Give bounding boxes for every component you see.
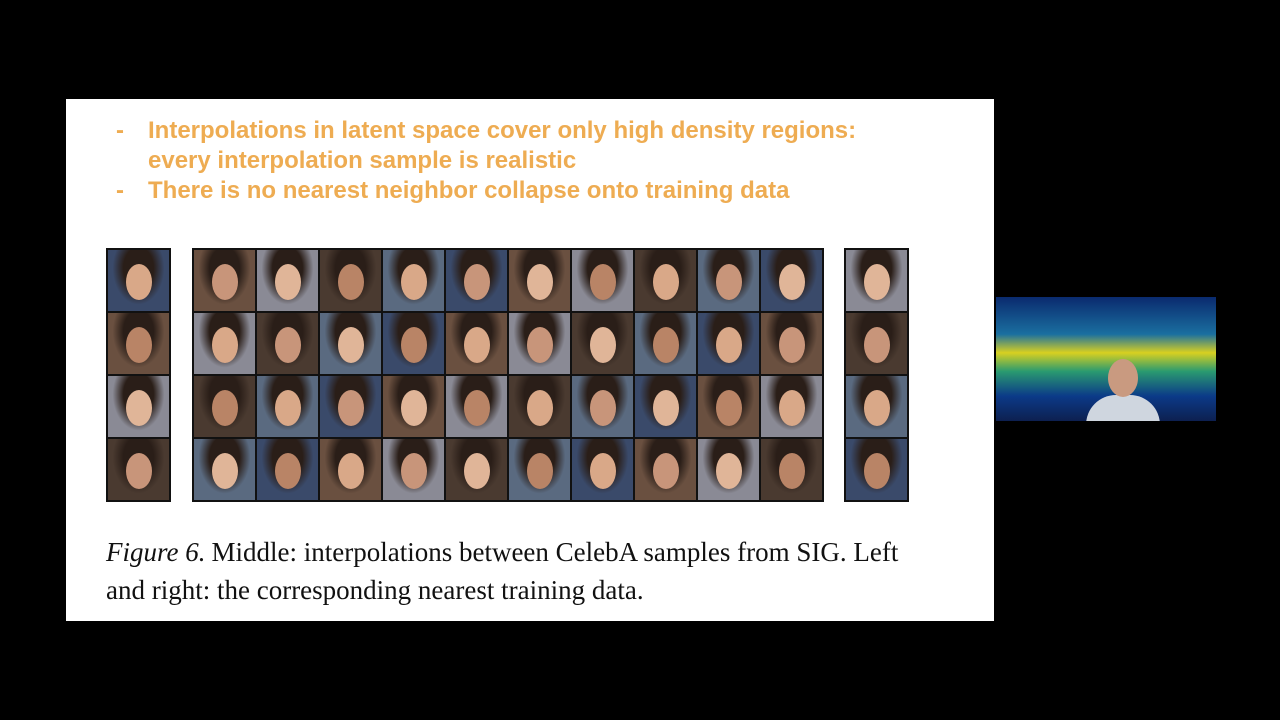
face-image [446, 376, 507, 437]
face-image [635, 313, 696, 374]
speaker-body [1086, 395, 1160, 421]
face-image [698, 376, 759, 437]
face-image [257, 250, 318, 311]
face-image [320, 313, 381, 374]
face-image [761, 439, 822, 500]
face-image [320, 376, 381, 437]
face-image [572, 376, 633, 437]
face-image [635, 439, 696, 500]
face-image [698, 313, 759, 374]
face-image [194, 250, 255, 311]
face-image [572, 313, 633, 374]
face-image [846, 250, 907, 311]
face-image [509, 439, 570, 500]
face-image [446, 313, 507, 374]
face-column-left [106, 248, 171, 502]
face-column-right [844, 248, 909, 502]
slide: - Interpolations in latent space cover o… [66, 99, 994, 621]
face-image [698, 250, 759, 311]
face-image [320, 439, 381, 500]
face-image [108, 439, 169, 500]
face-image [509, 376, 570, 437]
caption-text: Middle: interpolations between CelebA sa… [106, 537, 899, 605]
face-image [698, 439, 759, 500]
face-image [383, 376, 444, 437]
bullet: - There is no nearest neighbor collapse … [116, 176, 896, 206]
face-image [761, 250, 822, 311]
bullet-text: Interpolations in latent space cover onl… [148, 117, 857, 174]
face-image [846, 439, 907, 500]
face-image [383, 313, 444, 374]
webcam-thumbnail [996, 297, 1216, 421]
face-image [257, 313, 318, 374]
figure-caption: Figure 6. Middle: interpolations between … [106, 533, 926, 609]
face-image [194, 376, 255, 437]
face-image [320, 250, 381, 311]
face-image [846, 313, 907, 374]
face-image [257, 439, 318, 500]
speaker-head [1108, 359, 1138, 397]
face-image [108, 313, 169, 374]
face-image [194, 439, 255, 500]
face-image [572, 250, 633, 311]
face-image [108, 250, 169, 311]
face-image [761, 376, 822, 437]
bullet-marker: - [116, 117, 124, 144]
face-image [761, 313, 822, 374]
face-image [509, 250, 570, 311]
face-image [846, 376, 907, 437]
face-image [383, 250, 444, 311]
caption-label: Figure 6. [106, 537, 206, 567]
face-image [572, 439, 633, 500]
face-image [509, 313, 570, 374]
face-image [635, 250, 696, 311]
face-image [635, 376, 696, 437]
bullet-text: There is no nearest neighbor collapse on… [148, 177, 790, 204]
face-image [383, 439, 444, 500]
face-image [194, 313, 255, 374]
face-image [446, 250, 507, 311]
face-image [108, 376, 169, 437]
face-grid-middle [192, 248, 824, 502]
face-image [446, 439, 507, 500]
face-image [257, 376, 318, 437]
bullet-marker: - [116, 177, 124, 204]
bullet: - Interpolations in latent space cover o… [116, 116, 896, 176]
